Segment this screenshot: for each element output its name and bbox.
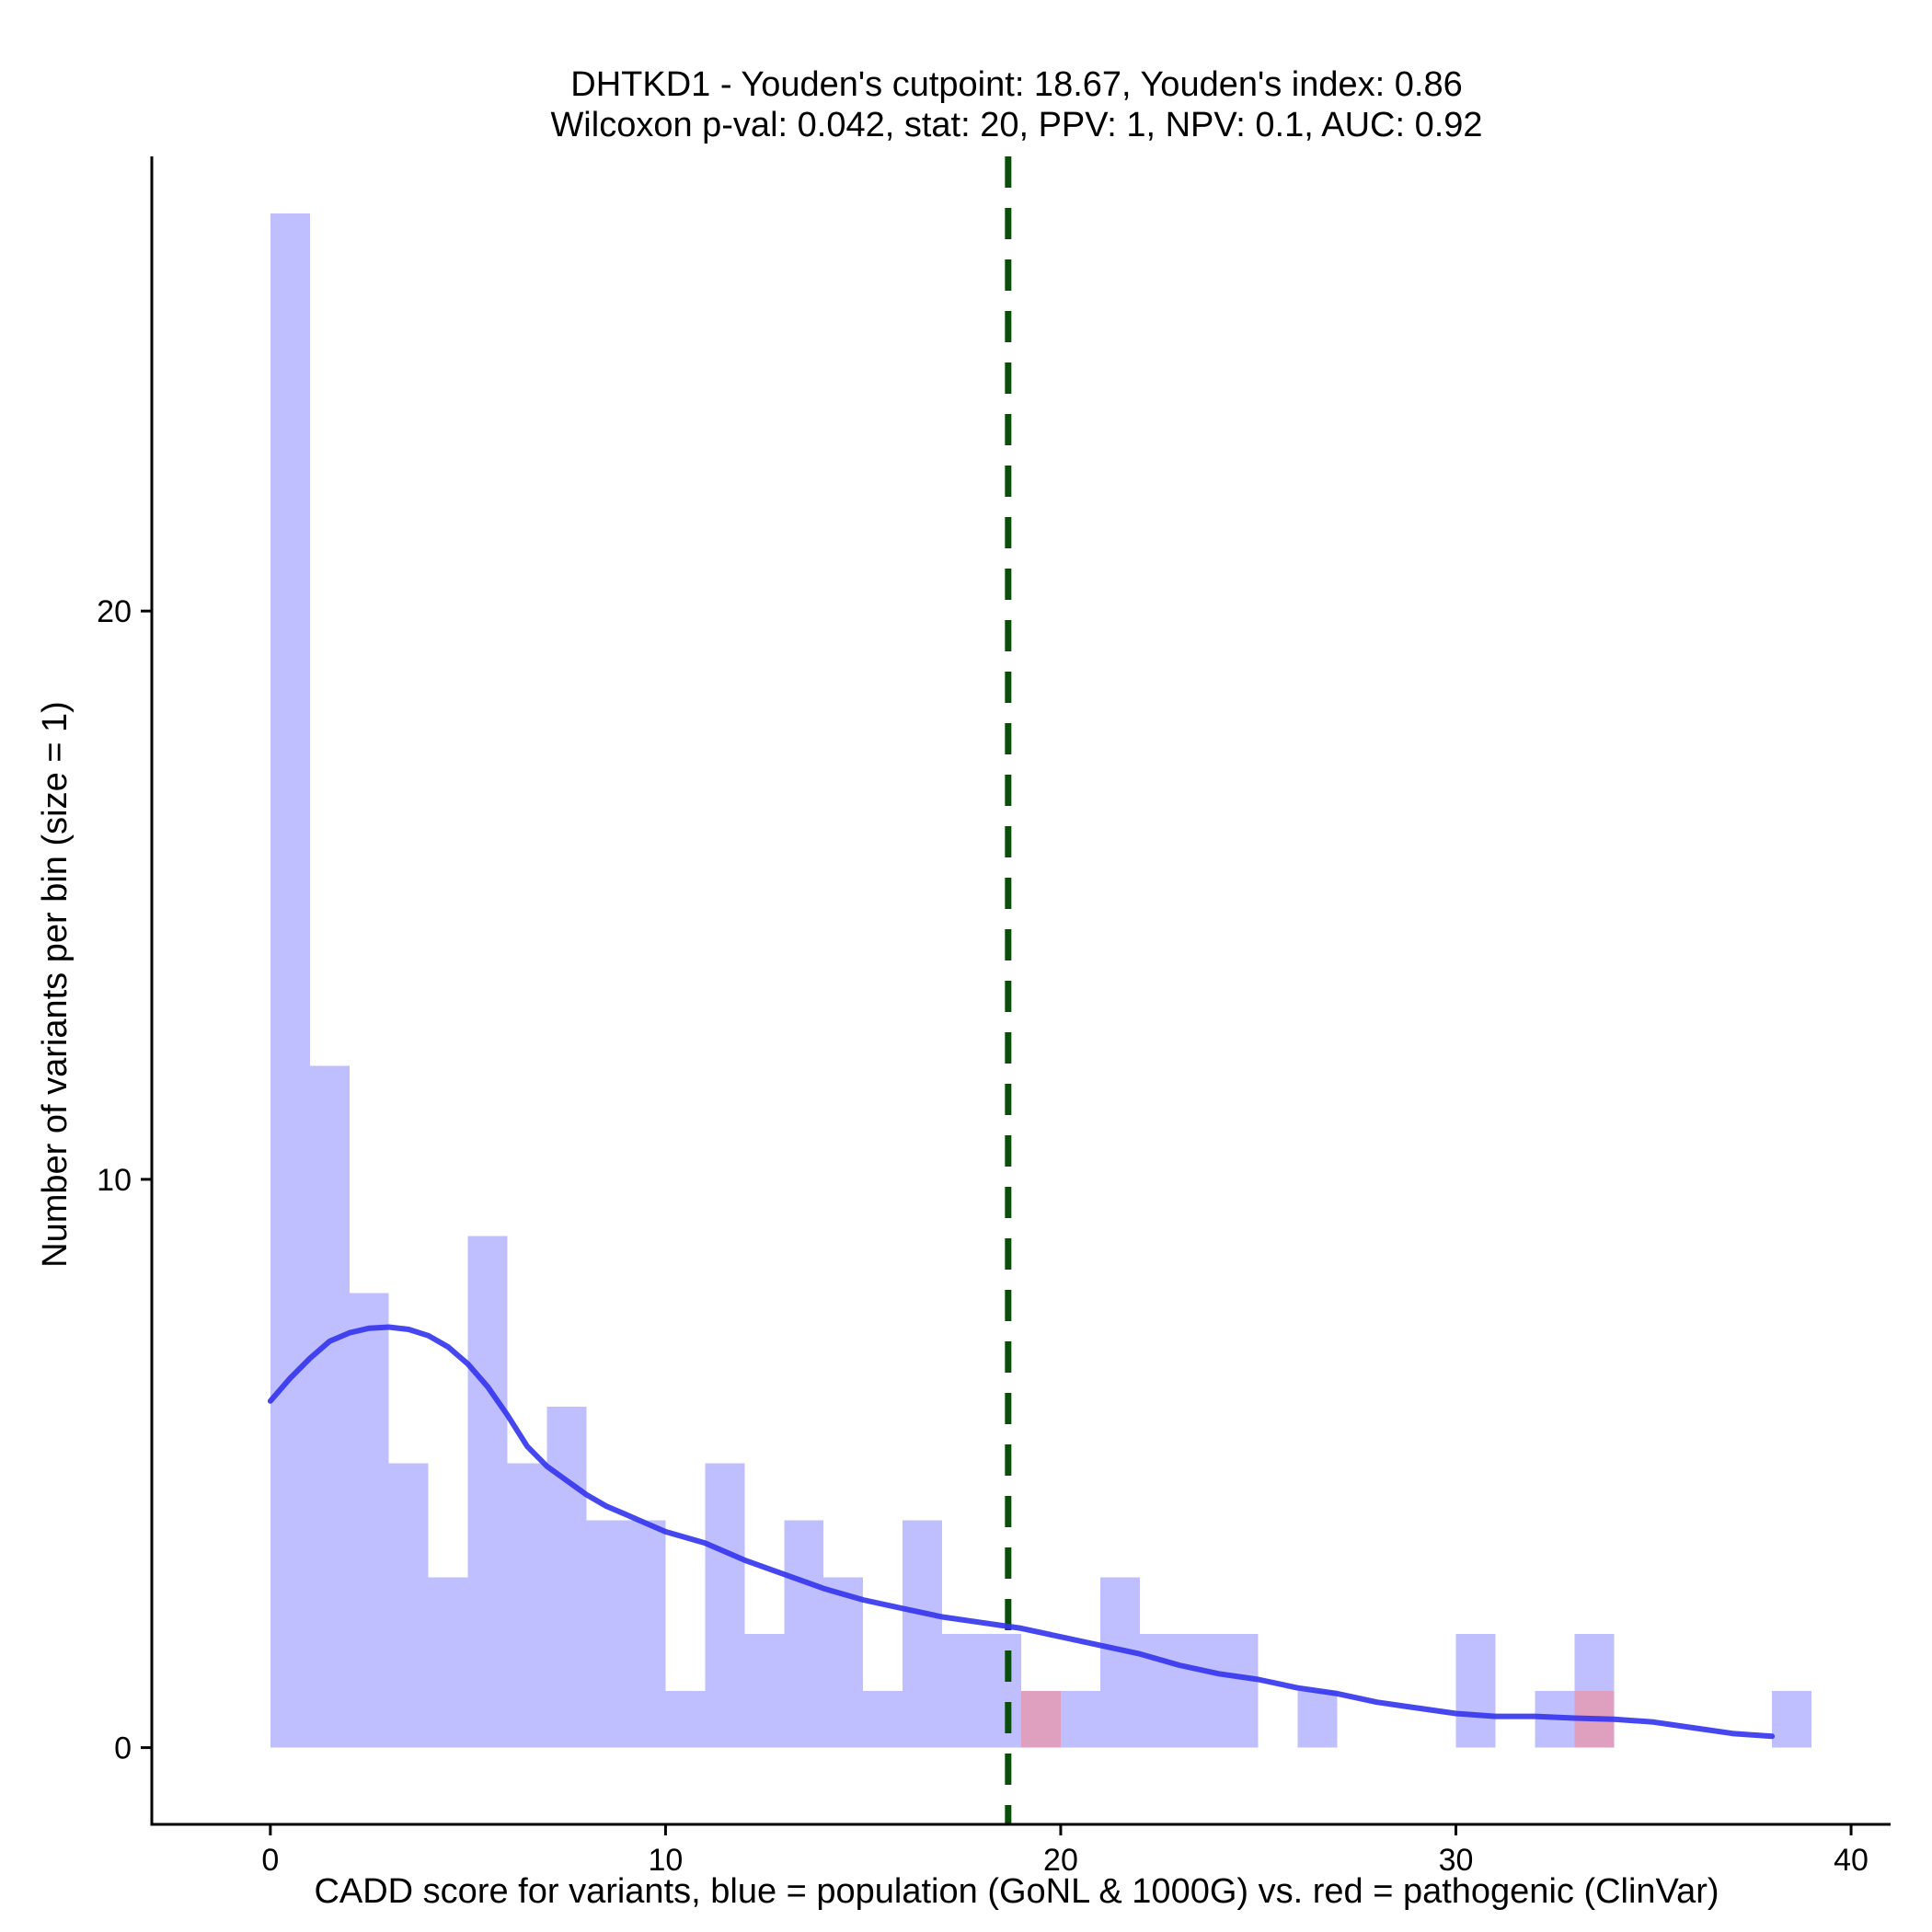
bars-layer [270, 213, 1812, 1748]
chart-subtitle: Wilcoxon p-val: 0.042, stat: 20, PPV: 1,… [550, 106, 1482, 144]
population-bar [1297, 1690, 1338, 1748]
population-bar [1060, 1690, 1100, 1748]
x-axis-label: CADD score for variants, blue = populati… [314, 1872, 1719, 1911]
x-tick-label: 10 [648, 1843, 683, 1878]
population-bar [626, 1520, 666, 1748]
population-bar [744, 1634, 785, 1748]
population-bar [388, 1463, 429, 1748]
population-bar [270, 213, 310, 1748]
population-bar [546, 1406, 587, 1748]
y-axis-label: Number of variants per bin (size = 1) [36, 701, 75, 1268]
pathogenic-bar [1021, 1690, 1061, 1748]
x-tick-label: 0 [261, 1843, 279, 1878]
x-tick-label: 30 [1439, 1843, 1474, 1878]
population-bar [1179, 1634, 1219, 1748]
population-bar [903, 1520, 943, 1748]
population-bar [665, 1690, 706, 1748]
y-tick-label: 10 [97, 1163, 132, 1198]
population-bar [982, 1634, 1021, 1748]
population-bar [863, 1690, 903, 1748]
axes-layer: 0 10 20 30 40 0 10 20 [97, 156, 1891, 1878]
population-bar [309, 1065, 350, 1748]
population-bar [705, 1463, 745, 1748]
population-bar [1139, 1634, 1179, 1748]
population-bar [942, 1634, 983, 1748]
population-bar [1455, 1634, 1496, 1748]
population-bar [1772, 1690, 1812, 1748]
population-bar [507, 1463, 547, 1748]
population-bar [1218, 1634, 1259, 1748]
population-bar [428, 1577, 468, 1748]
population-bar [823, 1577, 864, 1748]
y-tick-label: 20 [97, 594, 132, 629]
population-bar [467, 1236, 508, 1748]
x-tick-label: 20 [1043, 1843, 1078, 1878]
population-bar [349, 1293, 389, 1748]
population-bar [586, 1520, 627, 1748]
density-curve [267, 1324, 1776, 1740]
chart-title: DHTKD1 - Youden's cutpoint: 18.67, Youde… [570, 65, 1462, 104]
population-bar [1099, 1577, 1140, 1748]
density-layer [267, 1324, 1776, 1740]
x-tick-label: 40 [1834, 1843, 1869, 1878]
population-bar [784, 1520, 824, 1748]
y-tick-label: 0 [114, 1731, 132, 1766]
